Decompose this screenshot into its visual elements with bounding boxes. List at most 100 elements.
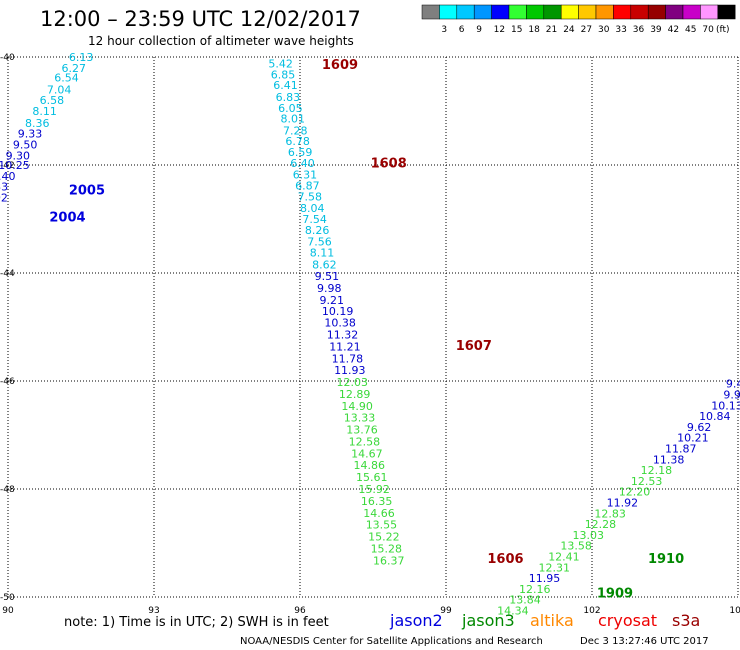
scale-label: 45 bbox=[685, 25, 696, 35]
x-tick-label: 96 bbox=[294, 606, 306, 616]
satellite-legend: jason2 jason3 altika cryosat s3a bbox=[389, 611, 700, 630]
axis-ticks: -40 -42 -44 -46 -48 -50 90 93 96 99 102 105 bbox=[0, 53, 740, 616]
scale-swatch bbox=[560, 4, 579, 20]
grid-lines bbox=[7, 56, 739, 598]
swh-value: 6.58 bbox=[40, 94, 64, 107]
scale-swatch bbox=[595, 4, 614, 20]
swh-value: 10.19 bbox=[322, 305, 354, 318]
swh-value: 8.62 bbox=[312, 258, 337, 271]
swh-value: 6.31 bbox=[293, 169, 318, 182]
swh-value: 13.58 bbox=[560, 540, 592, 553]
swh-value: 10.13 bbox=[711, 399, 740, 412]
swh-value: 13.03 bbox=[573, 529, 605, 542]
swh-value: 6.05 bbox=[278, 102, 303, 115]
swh-value: 12.20 bbox=[619, 486, 651, 499]
swh-value: 10.38 bbox=[324, 317, 356, 330]
swh-value: 9.4 bbox=[726, 378, 740, 391]
swh-value: 12.89 bbox=[339, 388, 371, 401]
swh-value: 11.02 bbox=[0, 191, 8, 204]
x-tick-label: 90 bbox=[2, 606, 14, 616]
scale-unit: (ft) bbox=[716, 25, 730, 35]
swh-value: 14.67 bbox=[351, 447, 383, 460]
x-tick-label: 99 bbox=[440, 606, 452, 616]
scale-label: 15 bbox=[511, 25, 522, 35]
chart-title: 12:00 – 23:59 UTC 12/02/2017 bbox=[40, 7, 361, 31]
swh-points: 6.136.276.547.046.588.118.369.339.509.30… bbox=[0, 51, 740, 618]
scale-label: 30 bbox=[598, 25, 610, 35]
swh-value: 11.96 bbox=[0, 203, 1, 216]
pass-label: 1910 bbox=[648, 552, 684, 567]
swh-value: 11.32 bbox=[327, 329, 359, 342]
swh-value: 13.76 bbox=[346, 424, 378, 437]
y-tick-label: -44 bbox=[0, 269, 15, 279]
swh-value: 11.87 bbox=[665, 443, 697, 456]
scale-swatch bbox=[526, 4, 545, 20]
scale-swatch bbox=[473, 4, 492, 20]
scale-label: 39 bbox=[650, 25, 662, 35]
scale-swatch bbox=[491, 4, 510, 20]
swh-value: 12.58 bbox=[349, 435, 381, 448]
swh-value: 9.21 bbox=[319, 294, 344, 307]
satellite-altika: altika bbox=[530, 611, 574, 630]
swh-value: 12.41 bbox=[548, 551, 580, 564]
swh-value: 8.11 bbox=[310, 246, 335, 259]
swh-value: 6.85 bbox=[271, 68, 296, 81]
pass-label: 1606 bbox=[487, 552, 523, 567]
swh-value: 12.18 bbox=[641, 464, 673, 477]
swh-value: 12.03 bbox=[337, 376, 369, 389]
scale-label: 24 bbox=[563, 25, 575, 35]
swh-value: 9.51 bbox=[315, 270, 340, 283]
swh-value: 11.21 bbox=[329, 340, 361, 353]
scale-swatch bbox=[421, 4, 440, 20]
footnote: note: 1) Time is in UTC; 2) SWH is in fe… bbox=[64, 615, 329, 630]
swh-value: 9.33 bbox=[18, 128, 43, 141]
swh-value: 13.55 bbox=[366, 519, 398, 532]
y-tick-label: -40 bbox=[0, 53, 15, 63]
swh-value: 13.33 bbox=[344, 412, 376, 425]
satellite-s3a: s3a bbox=[672, 611, 700, 630]
scale-swatch bbox=[717, 4, 736, 20]
pass-label: 1607 bbox=[456, 339, 492, 354]
satellite-jason2: jason2 bbox=[389, 611, 443, 630]
scale-label: 12 bbox=[494, 25, 505, 35]
scale-label: 36 bbox=[633, 25, 645, 35]
swh-value: 14.34 bbox=[497, 605, 528, 618]
swh-value: 8.26 bbox=[305, 224, 330, 237]
swh-value: 6.13 bbox=[69, 51, 94, 64]
scale-label: 21 bbox=[546, 25, 557, 35]
swh-value: 9.30 bbox=[6, 149, 31, 162]
swh-value: 7.04 bbox=[47, 83, 72, 96]
satellite-cryosat: cryosat bbox=[598, 611, 657, 630]
scale-label: 18 bbox=[528, 25, 540, 35]
swh-value: 8.36 bbox=[25, 117, 50, 130]
scale-swatch bbox=[665, 4, 684, 20]
swh-value: 6.54 bbox=[54, 72, 79, 85]
swh-value: 11.93 bbox=[334, 364, 366, 377]
pass-label: 2004 bbox=[49, 210, 85, 225]
scale-label: 70 bbox=[702, 25, 714, 35]
swh-value: 12.31 bbox=[538, 561, 570, 574]
scale-swatch bbox=[508, 4, 527, 20]
scale-label: 9 bbox=[476, 25, 482, 35]
swh-value: 7.54 bbox=[302, 213, 327, 226]
swh-value: 12.53 bbox=[631, 475, 663, 488]
scale-swatch bbox=[630, 4, 649, 20]
swh-value: 11.78 bbox=[332, 352, 364, 365]
swh-value: 12.16 bbox=[519, 583, 551, 596]
swh-value: 14.66 bbox=[363, 507, 395, 520]
x-tick-label: 102 bbox=[583, 606, 600, 616]
swh-value: 8.04 bbox=[300, 202, 325, 215]
scale-swatch bbox=[682, 4, 701, 20]
swh-value: 10.25 bbox=[0, 159, 30, 172]
swh-value: 9.98 bbox=[317, 282, 342, 295]
swh-value: 10.84 bbox=[699, 410, 731, 423]
swh-value: 9.50 bbox=[13, 138, 38, 151]
swh-value: 6.87 bbox=[295, 180, 320, 193]
swh-value: 16.37 bbox=[373, 554, 405, 567]
y-tick-label: -46 bbox=[0, 377, 15, 387]
swh-value: 12.28 bbox=[585, 518, 617, 531]
x-tick-label: 105 bbox=[729, 606, 740, 616]
x-tick-label: 93 bbox=[148, 606, 159, 616]
swh-value: 13.84 bbox=[509, 594, 541, 607]
pass-labels: 1609 1608 2005 2004 1607 1606 1910 1909 bbox=[49, 58, 684, 602]
